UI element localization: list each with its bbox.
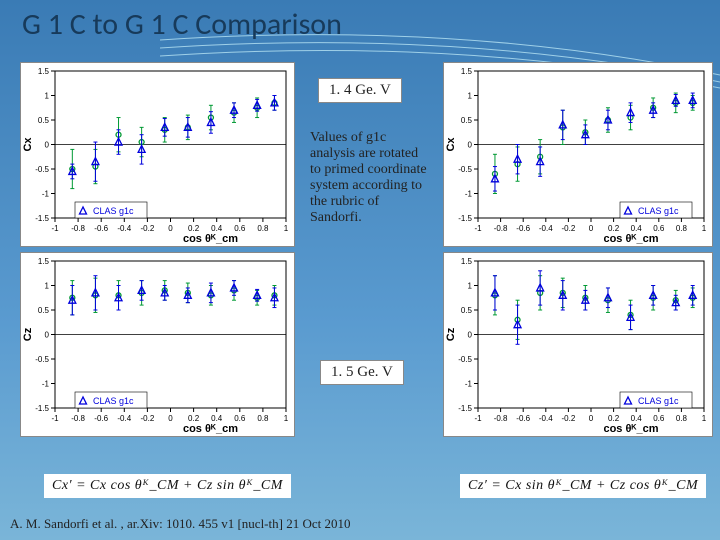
svg-text:1: 1: [45, 282, 50, 291]
svg-text:cos θᴷ_cm: cos θᴷ_cm: [183, 233, 238, 245]
formula-right: Cz′ = Cx sin θᴷ_CM + Cz cos θᴷ_CM: [460, 474, 706, 498]
svg-text:-0.2: -0.2: [562, 414, 576, 423]
svg-text:-0.6: -0.6: [94, 224, 108, 233]
slide-title: G 1 C to G 1 C Comparison: [22, 6, 342, 43]
svg-text:0.5: 0.5: [461, 116, 473, 125]
svg-text:-0.4: -0.4: [539, 414, 553, 423]
energy-box-top: 1. 4 Ge. V: [318, 78, 402, 103]
svg-text:-0.5: -0.5: [458, 165, 472, 174]
svg-text:-0.4: -0.4: [539, 224, 553, 233]
svg-text:-1: -1: [465, 190, 473, 199]
svg-text:CLAS g1c: CLAS g1c: [93, 396, 134, 406]
svg-text:1.5: 1.5: [38, 67, 50, 76]
svg-text:1: 1: [468, 92, 473, 101]
chart-bottom-left: -1-0.8-0.6-0.4-0.200.20.40.60.81-1.5-1-0…: [20, 252, 295, 437]
svg-text:Cz: Cz: [445, 327, 457, 341]
svg-text:0: 0: [168, 414, 173, 423]
svg-text:0: 0: [45, 141, 50, 150]
svg-text:-0.8: -0.8: [494, 414, 508, 423]
svg-text:-1: -1: [51, 224, 59, 233]
svg-text:0.5: 0.5: [38, 116, 50, 125]
svg-text:-0.2: -0.2: [141, 224, 155, 233]
svg-text:0.2: 0.2: [188, 224, 200, 233]
svg-text:Cz: Cz: [22, 327, 34, 341]
svg-text:0.2: 0.2: [608, 224, 620, 233]
svg-text:0.4: 0.4: [211, 224, 223, 233]
svg-text:-0.2: -0.2: [562, 224, 576, 233]
svg-text:-1: -1: [51, 414, 59, 423]
chart-top-left: -1-0.8-0.6-0.4-0.200.20.40.60.81-1.5-1-0…: [20, 62, 295, 247]
svg-text:-0.5: -0.5: [458, 355, 472, 364]
svg-text:-0.8: -0.8: [494, 224, 508, 233]
svg-text:-1: -1: [474, 414, 482, 423]
svg-text:cos θᴷ_cm: cos θᴷ_cm: [603, 423, 658, 435]
svg-text:CLAS g1c: CLAS g1c: [93, 206, 134, 216]
svg-text:-0.6: -0.6: [516, 224, 530, 233]
svg-text:0.5: 0.5: [38, 306, 50, 315]
svg-text:-0.8: -0.8: [71, 414, 85, 423]
chart-top-right: -1-0.8-0.6-0.4-0.200.20.40.60.81-1.5-1-0…: [443, 62, 713, 247]
svg-text:-1.5: -1.5: [35, 404, 49, 413]
svg-text:0.4: 0.4: [211, 414, 223, 423]
svg-text:Cx: Cx: [445, 137, 457, 152]
svg-text:0: 0: [45, 331, 50, 340]
svg-text:0.8: 0.8: [257, 224, 269, 233]
svg-text:1: 1: [468, 282, 473, 291]
energy-bottom-text: 1. 5 Ge. V: [331, 364, 393, 380]
svg-text:CLAS g1c: CLAS g1c: [638, 396, 679, 406]
svg-text:-1: -1: [42, 190, 50, 199]
svg-text:cos θᴷ_cm: cos θᴷ_cm: [183, 423, 238, 435]
svg-text:-1.5: -1.5: [458, 404, 472, 413]
svg-text:0.6: 0.6: [234, 224, 246, 233]
svg-text:1.5: 1.5: [461, 67, 473, 76]
svg-text:1: 1: [702, 224, 707, 233]
svg-text:0.4: 0.4: [631, 414, 643, 423]
svg-text:-0.6: -0.6: [94, 414, 108, 423]
svg-text:0.6: 0.6: [234, 414, 246, 423]
svg-text:-0.5: -0.5: [35, 165, 49, 174]
svg-text:-1: -1: [474, 224, 482, 233]
energy-top-text: 1. 4 Ge. V: [329, 82, 391, 98]
svg-text:-0.5: -0.5: [35, 355, 49, 364]
svg-text:0.8: 0.8: [676, 224, 688, 233]
svg-text:-1: -1: [465, 380, 473, 389]
svg-text:-0.2: -0.2: [141, 414, 155, 423]
svg-text:0: 0: [468, 141, 473, 150]
svg-text:0.8: 0.8: [257, 414, 269, 423]
svg-text:-0.4: -0.4: [117, 414, 131, 423]
svg-text:-0.8: -0.8: [71, 224, 85, 233]
svg-text:-0.4: -0.4: [117, 224, 131, 233]
energy-box-bottom: 1. 5 Ge. V: [320, 360, 404, 385]
svg-text:0.6: 0.6: [653, 224, 665, 233]
chart-bottom-right: -1-0.8-0.6-0.4-0.200.20.40.60.81-1.5-1-0…: [443, 252, 713, 437]
description-paragraph: Values of g1c analysis are rotated to pr…: [310, 130, 430, 227]
svg-text:1: 1: [702, 414, 707, 423]
citation-footer: A. M. Sandorfi et al. , ar.Xiv: 1010. 45…: [10, 516, 350, 532]
svg-text:0: 0: [589, 224, 594, 233]
svg-text:0.4: 0.4: [631, 224, 643, 233]
svg-text:-1: -1: [42, 380, 50, 389]
svg-text:-0.6: -0.6: [516, 414, 530, 423]
svg-text:1: 1: [284, 224, 289, 233]
svg-text:1.5: 1.5: [461, 257, 473, 266]
svg-text:0: 0: [589, 414, 594, 423]
svg-text:0.5: 0.5: [461, 306, 473, 315]
svg-text:0: 0: [468, 331, 473, 340]
svg-text:-1.5: -1.5: [35, 214, 49, 223]
svg-text:0.2: 0.2: [608, 414, 620, 423]
svg-text:0: 0: [168, 224, 173, 233]
svg-text:1: 1: [45, 92, 50, 101]
svg-text:0.6: 0.6: [653, 414, 665, 423]
formula-left: Cx′ = Cx cos θᴷ_CM + Cz sin θᴷ_CM: [44, 474, 291, 498]
svg-text:cos θᴷ_cm: cos θᴷ_cm: [603, 233, 658, 245]
svg-text:0.2: 0.2: [188, 414, 200, 423]
svg-text:-1.5: -1.5: [458, 214, 472, 223]
svg-text:1.5: 1.5: [38, 257, 50, 266]
svg-text:Cx: Cx: [22, 137, 34, 152]
svg-text:CLAS g1c: CLAS g1c: [638, 206, 679, 216]
svg-text:1: 1: [284, 414, 289, 423]
svg-text:0.8: 0.8: [676, 414, 688, 423]
